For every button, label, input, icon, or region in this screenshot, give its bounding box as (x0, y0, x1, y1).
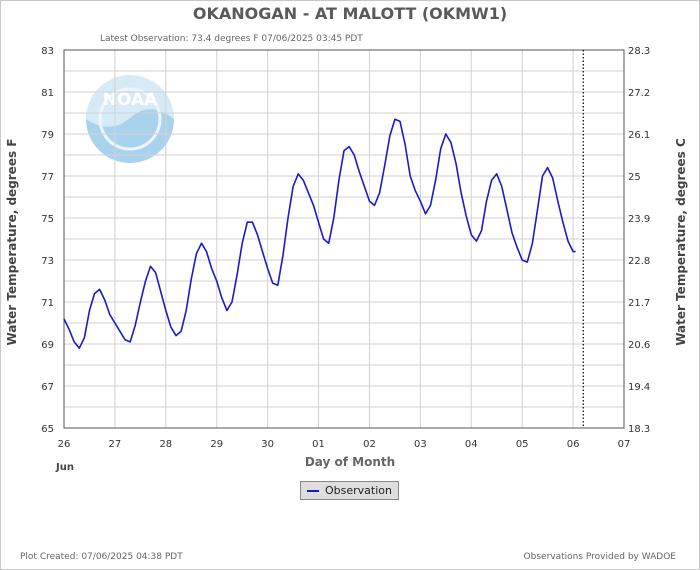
x-tick-label: 30 (261, 439, 274, 450)
x-tick-label: 04 (465, 439, 478, 450)
y-tick-label-left: 77 (41, 172, 54, 183)
y-tick-label-left: 71 (41, 298, 54, 309)
legend-label-observation: Observation (325, 484, 392, 497)
y-tick-label-left: 69 (41, 340, 54, 351)
y-tick-label-right: 25 (628, 172, 641, 183)
noaa-logo-text: NOAA (103, 90, 158, 110)
chart-title: OKANOGAN - AT MALOTT (OKMW1) (192, 4, 508, 23)
x-tick-label: 01 (312, 439, 325, 450)
plot-created: Plot Created: 07/06/2025 04:38 PDT (20, 552, 183, 562)
y-tick-label-left: 79 (41, 130, 54, 141)
x-tick-label: 05 (516, 439, 529, 450)
x-axis-month-label: Jun (56, 462, 74, 473)
y-axis-label-left: Water Temperature, degrees F (5, 138, 19, 346)
x-tick-label: 29 (210, 439, 223, 450)
observations-provided: Observations Provided by WADOE (523, 552, 676, 562)
legend-swatch-observation (307, 490, 319, 492)
x-axis-label: Day of Month (304, 455, 396, 469)
x-tick-label: 03 (414, 439, 427, 450)
y-tick-label-left: 67 (41, 382, 54, 393)
y-axis-label-right: Water Temperature, degrees C (674, 138, 688, 346)
x-tick-label: 27 (109, 439, 122, 450)
x-tick-label: 28 (159, 439, 172, 450)
y-tick-label-right: 20.6 (628, 340, 650, 351)
latest-observation: Latest Observation: 73.4 degrees F 07/06… (100, 34, 363, 44)
y-tick-label-left: 75 (41, 214, 54, 225)
series-observation-line (63, 118, 576, 350)
y-tick-label-right: 23.9 (628, 214, 650, 225)
y-tick-label-right: 18.3 (628, 424, 650, 435)
y-tick-label-right: 19.4 (628, 382, 650, 393)
y-tick-label-left: 81 (41, 88, 54, 99)
legend: Observation (300, 481, 399, 500)
x-tick-label: 02 (363, 439, 376, 450)
y-tick-label-right: 21.7 (628, 298, 650, 309)
x-tick-label: 26 (58, 439, 71, 450)
y-tick-label-left: 65 (41, 424, 54, 435)
y-tick-label-left: 83 (41, 46, 54, 57)
y-tick-label-right: 26.1 (628, 130, 650, 141)
y-tick-label-left: 73 (41, 256, 54, 267)
noaa-logo: NOAA (86, 75, 174, 163)
y-tick-label-right: 28.3 (628, 46, 650, 57)
y-tick-label-right: 22.8 (628, 256, 650, 267)
x-tick-label: 06 (567, 439, 580, 450)
y-tick-label-right: 27.2 (628, 88, 650, 99)
x-tick-label: 07 (618, 439, 631, 450)
